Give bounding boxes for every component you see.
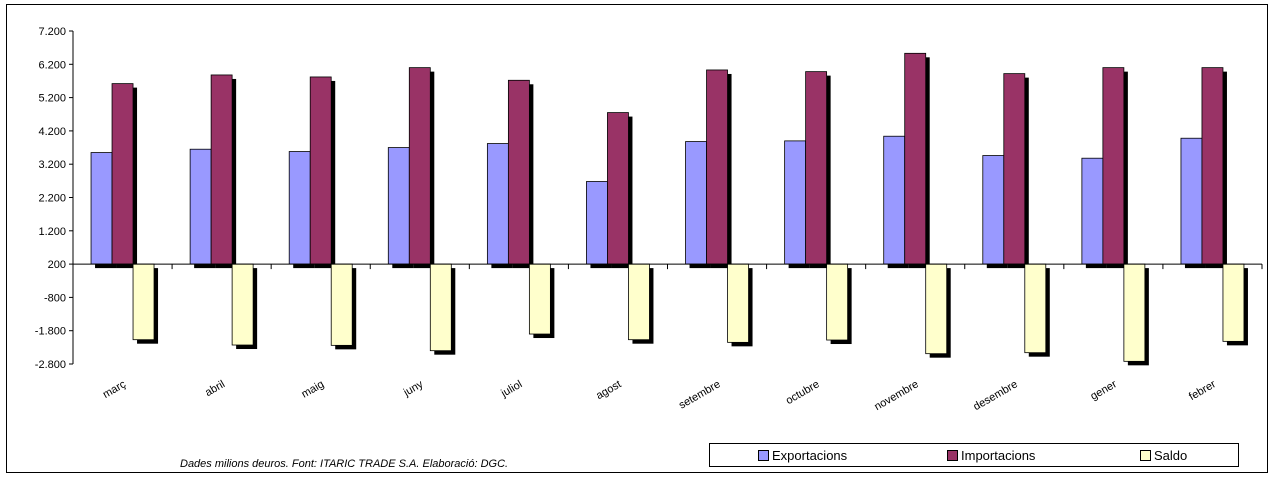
bar-exportacions-setembre bbox=[685, 141, 707, 265]
category-label-juliol: juliol bbox=[498, 378, 524, 400]
category-label-agost: agost bbox=[594, 378, 623, 402]
legend-label-saldo: Saldo bbox=[1154, 447, 1188, 463]
bar-exportacions-març bbox=[90, 152, 113, 265]
y-tick-label: 2.200 bbox=[38, 193, 66, 205]
legend-label-exportacions: Exportacions bbox=[772, 447, 848, 463]
bar-importacions-desembre bbox=[1003, 73, 1026, 265]
bar-exportacions-abril bbox=[189, 148, 212, 265]
y-tick-label: 6.200 bbox=[38, 59, 66, 71]
bar-saldo-setembre bbox=[727, 263, 749, 343]
bar-exportacions-gener bbox=[1081, 157, 1104, 265]
source-note: Dades milions deuros. Font: ITARIC TRADE… bbox=[180, 458, 509, 470]
bar-exportacions-maig bbox=[288, 151, 311, 265]
bar-importacions-octubre bbox=[805, 71, 828, 265]
bar-exportacions-juliol bbox=[486, 143, 509, 265]
category-label-març: març bbox=[101, 378, 129, 401]
bar-importacions-maig bbox=[309, 76, 332, 265]
bar-group bbox=[90, 52, 1248, 366]
category-label-abril: abril bbox=[203, 378, 227, 399]
bar-exportacions-juny bbox=[387, 147, 410, 265]
category-labels: març abril maig juny juliol agost setembre octu… bbox=[101, 378, 1218, 413]
y-tick-label: 1.200 bbox=[38, 226, 66, 238]
category-label-maig: maig bbox=[300, 378, 327, 400]
x-axis bbox=[72, 263, 1263, 270]
bar-saldo-abril bbox=[231, 263, 254, 346]
bar-exportacions-agost bbox=[586, 181, 608, 265]
bar-importacions-juny bbox=[408, 67, 431, 265]
bar-importacions-gener bbox=[1102, 67, 1125, 265]
bar-importacions-agost bbox=[607, 112, 629, 265]
legend-swatch-saldo bbox=[1140, 449, 1151, 461]
bar-exportacions-octubre bbox=[784, 140, 807, 265]
bar-saldo-maig bbox=[330, 263, 353, 346]
bar-importacions-març bbox=[111, 83, 134, 265]
bar-importacions-setembre bbox=[706, 69, 728, 265]
category-label-octubre: octubre bbox=[784, 378, 822, 407]
legend-item-saldo: Saldo bbox=[1140, 448, 1187, 463]
bar-saldo-març bbox=[132, 263, 155, 341]
chart-frame bbox=[6, 4, 1268, 473]
bar-importacions-novembre bbox=[904, 52, 927, 265]
y-tick-label: 4.200 bbox=[38, 126, 66, 138]
legend-item-exportacions: Exportacions bbox=[758, 448, 847, 463]
legend-item-importacions: Importacions bbox=[947, 448, 1035, 463]
category-label-febrer: febrer bbox=[1187, 378, 1218, 403]
bar-importacions-juliol bbox=[507, 79, 530, 265]
bar-saldo-desembre bbox=[1024, 263, 1047, 354]
bar-saldo-juliol bbox=[528, 263, 551, 335]
y-axis: 7.200 6.200 5.200 4.200 3.200 2.200 1.200 200 -8… bbox=[35, 26, 74, 371]
bar-saldo-gener bbox=[1123, 263, 1146, 362]
bar-saldo-febrer bbox=[1222, 263, 1245, 342]
category-label-novembre: novembre bbox=[872, 378, 920, 413]
y-tick-label: 7.200 bbox=[38, 26, 66, 38]
bar-saldo-novembre bbox=[925, 263, 948, 355]
bar-saldo-octubre bbox=[826, 263, 849, 341]
category-label-gener: gener bbox=[1089, 378, 1120, 403]
category-label-juny: juny bbox=[401, 378, 426, 399]
y-tick-label: -1.800 bbox=[35, 326, 66, 338]
y-tick-label: 5.200 bbox=[38, 93, 66, 105]
legend-swatch-importacions bbox=[947, 449, 958, 461]
bar-saldo-juny bbox=[429, 263, 452, 352]
y-tick-label: -800 bbox=[44, 292, 66, 304]
bar-exportacions-novembre bbox=[883, 135, 906, 265]
category-label-desembre: desembre bbox=[971, 378, 1019, 413]
bar-saldo-agost bbox=[628, 263, 650, 341]
legend-label-importacions: Importacions bbox=[961, 447, 1036, 463]
y-tick-label: -2.800 bbox=[35, 359, 66, 371]
bar-exportacions-febrer bbox=[1180, 137, 1203, 265]
y-tick-label: 200 bbox=[48, 259, 66, 271]
legend-swatch-exportacions bbox=[758, 449, 769, 461]
bar-exportacions-desembre bbox=[982, 155, 1005, 265]
bar-importacions-febrer bbox=[1201, 67, 1224, 265]
bar-importacions-abril bbox=[210, 74, 233, 265]
category-label-setembre: setembre bbox=[677, 378, 723, 411]
legend: Exportacions Importacions Saldo bbox=[709, 443, 1239, 467]
y-tick-label: 3.200 bbox=[38, 159, 66, 171]
